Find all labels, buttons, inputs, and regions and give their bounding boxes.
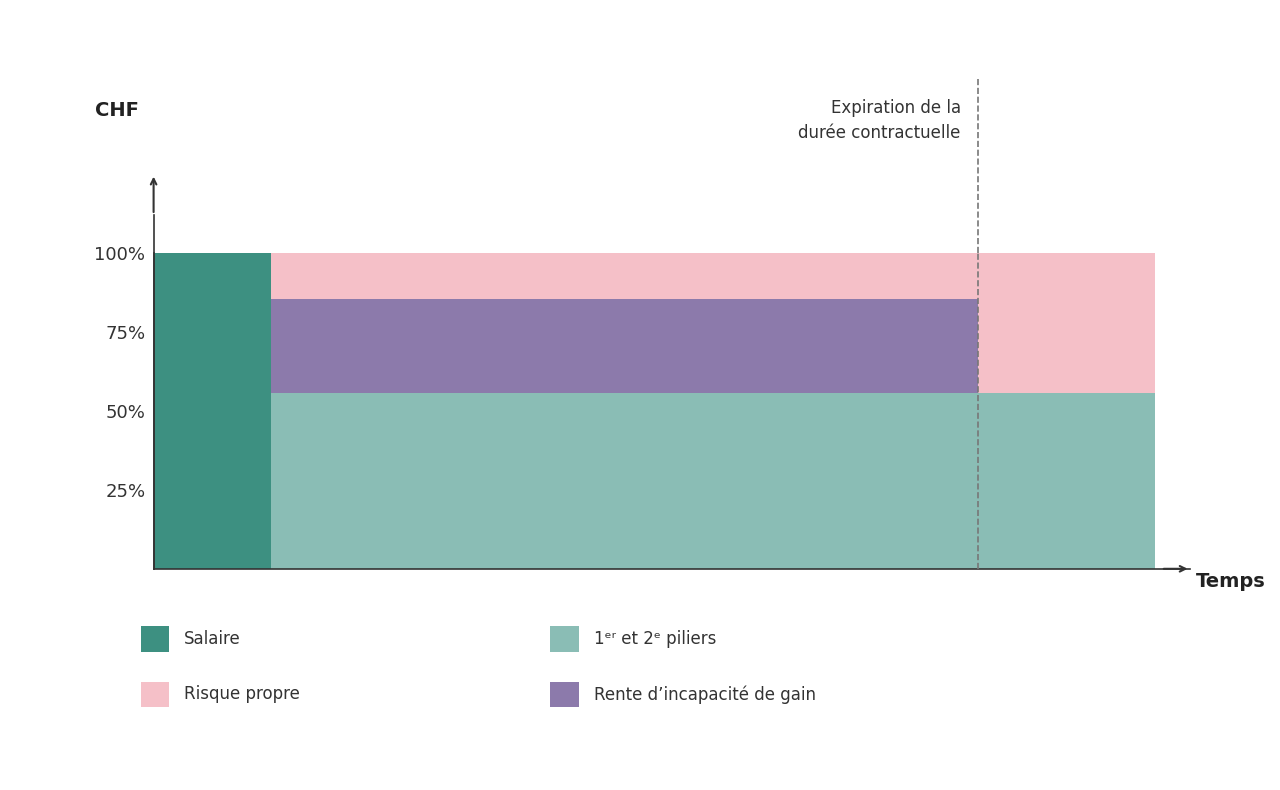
- Bar: [978, 393, 1155, 569]
- Text: CHF: CHF: [95, 101, 138, 120]
- Text: 1ᵉʳ et 2ᵉ piliers: 1ᵉʳ et 2ᵉ piliers: [594, 630, 717, 648]
- Bar: [978, 253, 1155, 393]
- Bar: [154, 253, 271, 569]
- Text: Salaire: Salaire: [184, 630, 241, 648]
- Bar: [271, 253, 978, 299]
- Bar: [271, 299, 978, 393]
- Bar: [271, 393, 978, 569]
- Text: Risque propre: Risque propre: [184, 686, 301, 703]
- Text: Rente d’incapacité de gain: Rente d’incapacité de gain: [594, 685, 815, 704]
- Text: Temps: Temps: [1197, 572, 1266, 591]
- Text: Expiration de la
durée contractuelle: Expiration de la durée contractuelle: [799, 99, 961, 141]
